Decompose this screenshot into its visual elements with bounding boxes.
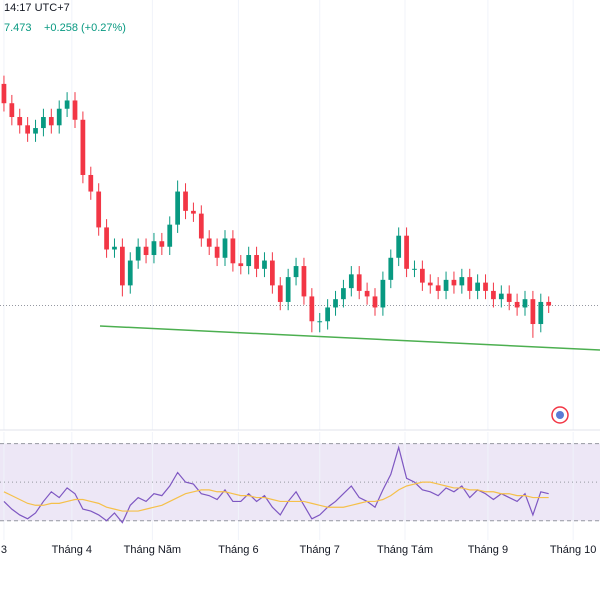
candle-body	[48, 117, 54, 126]
candle-body	[80, 119, 86, 175]
candle-body	[135, 246, 141, 261]
candle-body	[380, 279, 386, 308]
candle-body	[17, 117, 23, 126]
rsi-line	[3, 481, 549, 512]
candle-body	[348, 274, 354, 289]
candle-body	[412, 268, 417, 270]
candle-body	[293, 266, 299, 278]
candle-body	[88, 174, 94, 192]
x-tick-label: Tháng 6	[218, 544, 258, 556]
candle-body	[64, 100, 70, 109]
trend-line	[99, 325, 600, 351]
candle-body	[506, 293, 512, 302]
candle-body	[183, 191, 188, 211]
candle-body	[483, 282, 488, 291]
candle-body	[120, 246, 125, 286]
candle-body	[546, 301, 552, 306]
candle-body	[159, 241, 165, 247]
candle-body	[459, 277, 465, 286]
candle-body	[206, 238, 212, 247]
candle-body	[151, 241, 157, 256]
x-tick-label: Tháng Năm	[124, 544, 181, 556]
candle-body	[538, 301, 544, 325]
candle-body	[491, 290, 496, 300]
x-tick-label: Tháng Tám	[377, 544, 433, 556]
candle-body	[270, 260, 275, 286]
x-tick-label: 3	[1, 544, 7, 556]
candle-body	[167, 224, 173, 247]
x-tick-label: Tháng 4	[52, 544, 92, 556]
candle-body	[451, 279, 457, 286]
candle-body	[246, 255, 252, 267]
candle-body	[522, 299, 528, 308]
candle-body	[72, 100, 78, 120]
candle-body	[238, 263, 244, 267]
candle-body	[435, 285, 441, 291]
candle-body	[230, 238, 236, 264]
candle-body	[56, 108, 62, 126]
candle-body	[191, 210, 196, 214]
candle-body	[420, 268, 425, 283]
candle-body	[356, 274, 362, 291]
candle-body	[285, 277, 291, 302]
candle-body	[214, 246, 220, 258]
event-icon-flag	[556, 411, 564, 419]
candle-body	[530, 299, 536, 325]
candle-body	[396, 235, 402, 258]
candle-body	[262, 260, 267, 269]
candle-body	[112, 246, 117, 250]
candle-body	[341, 288, 346, 300]
candle-body	[317, 321, 323, 323]
candle-body	[514, 301, 520, 308]
candle-body	[9, 103, 15, 118]
candle-body	[104, 227, 109, 250]
candle-body	[372, 296, 378, 308]
x-tick-label: Tháng 7	[300, 544, 340, 556]
candle-body	[325, 307, 330, 322]
candle-body	[33, 128, 38, 134]
candle-body	[222, 238, 228, 258]
candle-body	[25, 125, 30, 134]
candle-body	[143, 246, 149, 256]
candle-body	[175, 191, 180, 225]
x-tick-label: Tháng 9	[468, 544, 508, 556]
candle-body	[443, 279, 449, 291]
background-layer	[0, 0, 600, 540]
candle-body	[404, 235, 409, 269]
candle-body	[427, 282, 433, 286]
price-label: 7.473	[4, 22, 32, 34]
candle-body	[127, 260, 133, 286]
candle-body	[364, 290, 370, 297]
candle-body	[41, 117, 46, 129]
x-tick-label: Tháng 10	[550, 544, 596, 556]
candle-body	[388, 257, 394, 280]
candle-body	[475, 282, 480, 291]
candle-body	[467, 277, 473, 291]
candle-body	[254, 255, 259, 269]
change-label: +0.258 (+0.27%)	[44, 22, 126, 34]
candle-body	[333, 299, 338, 308]
candle-body	[96, 191, 102, 228]
candle-body	[301, 266, 307, 297]
rsi-line	[3, 445, 549, 524]
candle-body	[277, 285, 283, 302]
candle-body	[498, 293, 504, 300]
candle-body	[1, 83, 7, 104]
candle-body	[198, 213, 204, 239]
candle-body	[309, 296, 315, 322]
time-label: 14:17 UTC+7	[4, 2, 70, 14]
